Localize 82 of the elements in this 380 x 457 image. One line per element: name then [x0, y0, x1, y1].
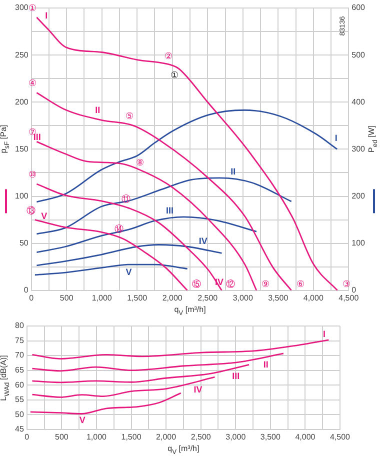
- series-label: III: [166, 205, 174, 216]
- y-tick-label: 45: [14, 424, 24, 434]
- line-series: [34, 219, 188, 290]
- series-label: IV: [198, 236, 208, 246]
- x-tick-label: 1,500: [121, 432, 142, 442]
- line-series: [36, 140, 258, 290]
- x-tick-label: 4,000: [303, 293, 324, 302]
- series-label: II: [263, 359, 268, 370]
- line-series: [34, 264, 188, 276]
- annotation: ③: [342, 278, 350, 289]
- x-tick-label: 1,000: [86, 432, 108, 442]
- x-tick-label: 1,000: [92, 293, 112, 302]
- x-tick-label: 3,500: [268, 293, 289, 302]
- y-tick-label: 55: [14, 395, 24, 404]
- y-tick-label: 100: [14, 191, 29, 200]
- y2-tick-label: 0: [352, 286, 357, 295]
- line-series: [31, 364, 250, 384]
- x-tick-label: 500: [55, 432, 69, 442]
- y-tick-label: 250: [14, 50, 29, 60]
- series-label: III: [33, 132, 41, 142]
- y2-tick-label: 600: [352, 3, 366, 12]
- annotation: ⑨: [261, 278, 270, 289]
- x-tick-label: 2,000: [156, 432, 177, 442]
- x-tick-label: 2,500: [198, 293, 218, 302]
- annotation: ⑤: [126, 111, 134, 122]
- x-tick-label: 1,500: [127, 293, 148, 302]
- line-series: [36, 244, 222, 266]
- y2-tick-label: 300: [352, 144, 366, 154]
- series-label: I: [323, 328, 326, 339]
- line-series: [30, 392, 182, 414]
- series-label: I: [45, 10, 48, 21]
- x-tick-label: 4,500: [330, 432, 351, 442]
- line-series: [36, 92, 292, 290]
- line-series: [36, 177, 292, 235]
- series-label: V: [126, 266, 132, 277]
- series-label: II: [230, 166, 236, 177]
- annotation: ①: [170, 70, 178, 80]
- line-series: [36, 16, 338, 290]
- y-tick-label: 70: [14, 350, 24, 360]
- y-tick-label: 0: [24, 286, 29, 295]
- series-label: V: [79, 415, 86, 426]
- y-tick-label: 150: [14, 144, 29, 154]
- y-tick-label: 200: [14, 97, 29, 106]
- line-series: [36, 183, 222, 290]
- y-tick-label: 50: [14, 410, 24, 419]
- annotation: ②: [164, 50, 172, 61]
- annotation: ⑫: [226, 278, 236, 289]
- y-tick-label: 50: [19, 238, 29, 248]
- x-tick-label: 500: [60, 293, 74, 302]
- annotation: ①: [28, 2, 37, 13]
- series-label: III: [232, 370, 240, 381]
- x-tick-label: 4,000: [295, 432, 316, 442]
- y2-tick-label: 400: [352, 97, 366, 106]
- x-tick-label: 3,000: [226, 432, 246, 442]
- y-tick-label: 75: [14, 336, 24, 345]
- y-tick-label: 65: [14, 366, 24, 375]
- x-axis-title: q$_{V}$ [m³/h]: [174, 305, 206, 319]
- x-tick-label: 2,500: [190, 432, 212, 442]
- annotation: ⑧: [136, 157, 144, 168]
- x-tick-label: 4,500: [338, 293, 360, 302]
- annotation: ⑥: [296, 278, 304, 289]
- series-label: V: [41, 211, 48, 222]
- annotation: ⑩: [28, 170, 37, 180]
- line-series: [31, 376, 216, 398]
- line-series: [31, 352, 284, 372]
- x-tick-label: 2,000: [162, 293, 183, 302]
- y2-tick-label: 500: [352, 50, 366, 60]
- annotation: ⑬: [26, 205, 36, 216]
- series-label: II: [95, 104, 100, 115]
- x-tick-label: 3,500: [260, 432, 281, 442]
- series-label: IV: [194, 384, 202, 394]
- series-label: I: [334, 132, 338, 143]
- y2-tick-label: 200: [352, 191, 366, 200]
- y-tick-label: 80: [14, 321, 24, 330]
- y2-tick-label: 100: [352, 238, 366, 248]
- y-tick-label: 300: [14, 3, 29, 12]
- x-tick-label: 3,000: [232, 293, 254, 302]
- line-series: [31, 339, 330, 360]
- annotation: ④: [28, 78, 37, 88]
- x-axis-title: q$_{V}$ [m³/h]: [168, 444, 200, 457]
- y-tick-label: 60: [14, 380, 24, 390]
- annotation: ⑮: [192, 278, 201, 289]
